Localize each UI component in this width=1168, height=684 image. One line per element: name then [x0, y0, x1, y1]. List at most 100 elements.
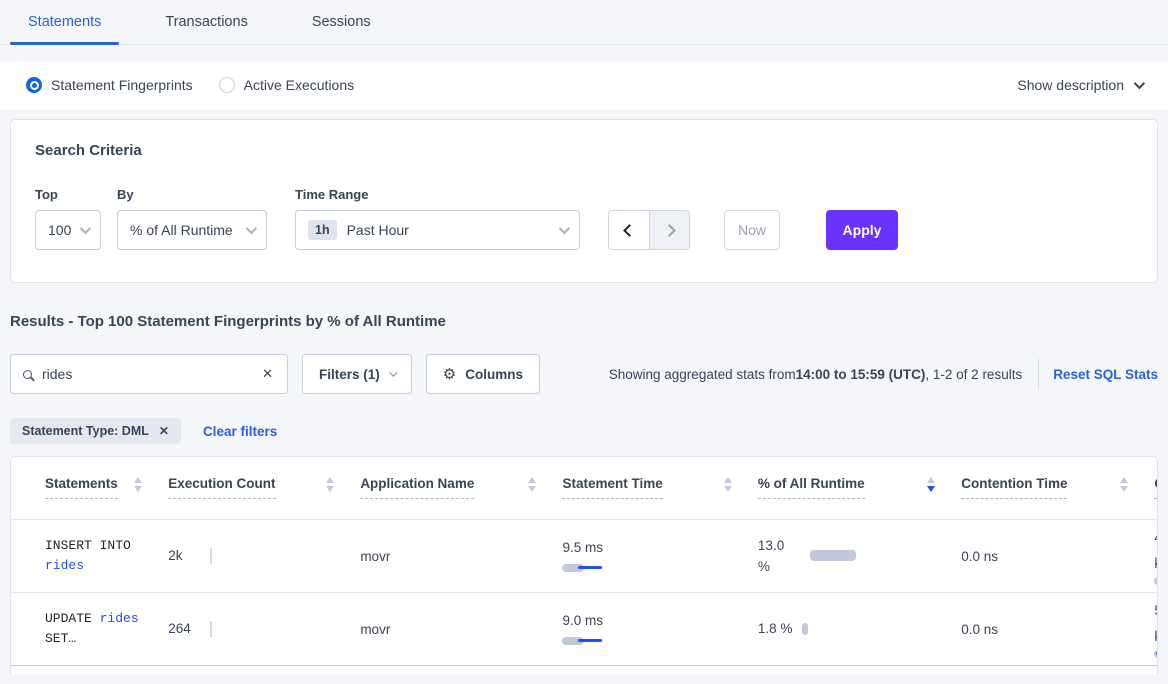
cpu-time-value: 564.1 µs	[1154, 603, 1157, 641]
results-heading: Results - Top 100 Statement Fingerprints…	[10, 313, 446, 330]
stats-prefix: Showing aggregated stats from	[608, 366, 796, 382]
gear-icon: ⚙	[442, 366, 457, 383]
execution-count-value: 2k	[168, 548, 183, 563]
stats-suffix: , 1-2 of 2 results	[925, 366, 1023, 382]
now-button[interactable]: Now	[724, 210, 780, 250]
col-statement-time[interactable]: Statement Time	[562, 476, 663, 500]
tab-transactions[interactable]: Transactions	[165, 14, 248, 30]
statement-text: UPDATE	[45, 610, 100, 626]
table-row: INSERT INTO rides 2k movr 9.5 ms 13.0 % …	[11, 519, 1157, 592]
sort-icon[interactable]	[326, 477, 335, 493]
columns-label: Columns	[465, 366, 523, 382]
time-range-badge: 1h	[308, 220, 337, 240]
contention-time-value: 0.0 ns	[961, 621, 998, 637]
by-label: By	[117, 187, 134, 202]
time-nav-group	[608, 210, 690, 250]
by-select-value: % of All Runtime	[130, 222, 233, 238]
statement-time-bar	[562, 636, 612, 646]
chevron-down-icon	[558, 222, 571, 235]
show-description-label: Show description	[1017, 77, 1124, 93]
by-select[interactable]: % of All Runtime	[117, 210, 267, 250]
statement-link[interactable]: rides	[99, 610, 139, 626]
sort-icon[interactable]	[1120, 477, 1129, 493]
top-select[interactable]: 100	[35, 210, 101, 250]
radio-statement-fingerprints[interactable]: Statement Fingerprints	[26, 77, 193, 93]
filter-chip-statement-type[interactable]: Statement Type: DML ✕	[10, 418, 181, 444]
col-execution-count[interactable]: Execution Count	[168, 476, 276, 500]
apply-button[interactable]: Apply	[826, 210, 898, 250]
time-range-select[interactable]: 1h Past Hour	[295, 210, 580, 250]
search-box[interactable]: ✕	[10, 354, 288, 394]
clear-search-icon[interactable]: ✕	[262, 366, 273, 381]
cpu-time-bar	[1154, 649, 1157, 659]
sort-icon[interactable]	[528, 477, 537, 493]
chevron-right-icon	[663, 223, 676, 237]
cpu-time-bar	[1154, 576, 1157, 586]
table-header-row: Statements Execution Count Application N…	[11, 457, 1157, 519]
filter-chip-label: Statement Type: DML	[22, 424, 149, 438]
filters-label: Filters (1)	[319, 366, 380, 382]
statement-fingerprint[interactable]: INSERT INTO rides	[45, 536, 157, 576]
radio-label: Active Executions	[243, 77, 355, 93]
tab-sessions[interactable]: Sessions	[311, 14, 371, 30]
time-range-value: Past Hour	[346, 222, 409, 238]
statement-time-value: 9.5 ms	[562, 539, 603, 555]
execution-count-bar	[210, 620, 213, 637]
chevron-down-icon	[245, 222, 258, 235]
statement-link[interactable]: rides	[45, 557, 85, 573]
sort-icon[interactable]	[134, 477, 143, 493]
active-filters-row: Statement Type: DML ✕ Clear filters	[10, 418, 1158, 444]
application-name-value: movr	[360, 548, 391, 564]
sql-activity-tabbar: Statements Transactions Sessions	[0, 0, 1168, 45]
radio-selected-icon	[26, 77, 42, 93]
sort-icon[interactable]	[723, 477, 732, 493]
search-icon	[23, 369, 32, 379]
view-toggle-bar: Statement Fingerprints Active Executions…	[0, 61, 1168, 109]
tab-statements[interactable]: Statements	[10, 2, 125, 45]
reset-sql-stats-link[interactable]: Reset SQL Stats	[1053, 366, 1158, 382]
radio-active-executions[interactable]: Active Executions	[218, 77, 355, 93]
time-range-label: Time Range	[295, 187, 369, 202]
col-pct-all-runtime[interactable]: % of All Runtime	[757, 476, 865, 500]
search-criteria-panel: Search Criteria Top 100 By % of All Runt…	[10, 119, 1158, 283]
statement-text: INSERT INTO	[45, 537, 131, 553]
col-statements[interactable]: Statements	[45, 476, 118, 500]
col-contention-time[interactable]: Contention Time	[961, 476, 1068, 500]
divider	[1038, 359, 1040, 389]
col-application-name[interactable]: Application Name	[360, 476, 475, 500]
top-field: Top 100	[35, 187, 101, 250]
col-cpu-time[interactable]: CPU Time	[1154, 476, 1157, 500]
show-description-toggle[interactable]: Show description	[1017, 77, 1146, 93]
top-label: Top	[35, 187, 58, 202]
cpu-time-value: 430.2 µs	[1154, 530, 1157, 568]
remove-filter-icon[interactable]: ✕	[158, 424, 169, 438]
runtime-pct-bar	[809, 550, 856, 561]
clear-filters-link[interactable]: Clear filters	[202, 423, 278, 439]
chevron-down-icon	[1133, 77, 1146, 90]
by-field: By % of All Runtime	[117, 187, 267, 250]
execution-count-bar	[210, 547, 213, 564]
runtime-pct-value: 1.8 %	[757, 621, 793, 636]
runtime-pct-value: 13.0 %	[757, 537, 785, 574]
table-row: UPDATE rides SET… 264 movr 9.0 ms 1.8 % …	[11, 592, 1157, 665]
search-criteria-title: Search Criteria	[35, 142, 142, 159]
search-input[interactable]	[42, 366, 251, 382]
contention-time-value: 0.0 ns	[961, 548, 998, 564]
radio-label: Statement Fingerprints	[51, 77, 193, 93]
columns-button[interactable]: ⚙ Columns	[425, 354, 540, 394]
statements-table: Statements Execution Count Application N…	[11, 457, 1157, 666]
aggregated-stats-note: Showing aggregated stats from 14:00 to 1…	[609, 367, 1022, 382]
statement-time-value: 9.0 ms	[562, 612, 603, 628]
filters-button[interactable]: Filters (1)	[302, 354, 412, 394]
time-prev-button[interactable]	[609, 211, 649, 249]
application-name-value: movr	[360, 621, 391, 637]
top-select-value: 100	[48, 222, 72, 238]
time-next-button[interactable]	[649, 211, 689, 249]
statements-table-card: Statements Execution Count Application N…	[10, 456, 1158, 675]
results-toolbar: ✕ Filters (1) ⚙ Columns Showing aggregat…	[10, 354, 1158, 394]
execution-count-value: 264	[168, 621, 191, 636]
statement-text: SET…	[45, 630, 77, 646]
time-range-field: Time Range 1h Past Hour	[295, 187, 580, 250]
sort-icon-active-desc[interactable]	[927, 477, 936, 493]
statement-fingerprint[interactable]: UPDATE rides SET…	[45, 609, 157, 649]
